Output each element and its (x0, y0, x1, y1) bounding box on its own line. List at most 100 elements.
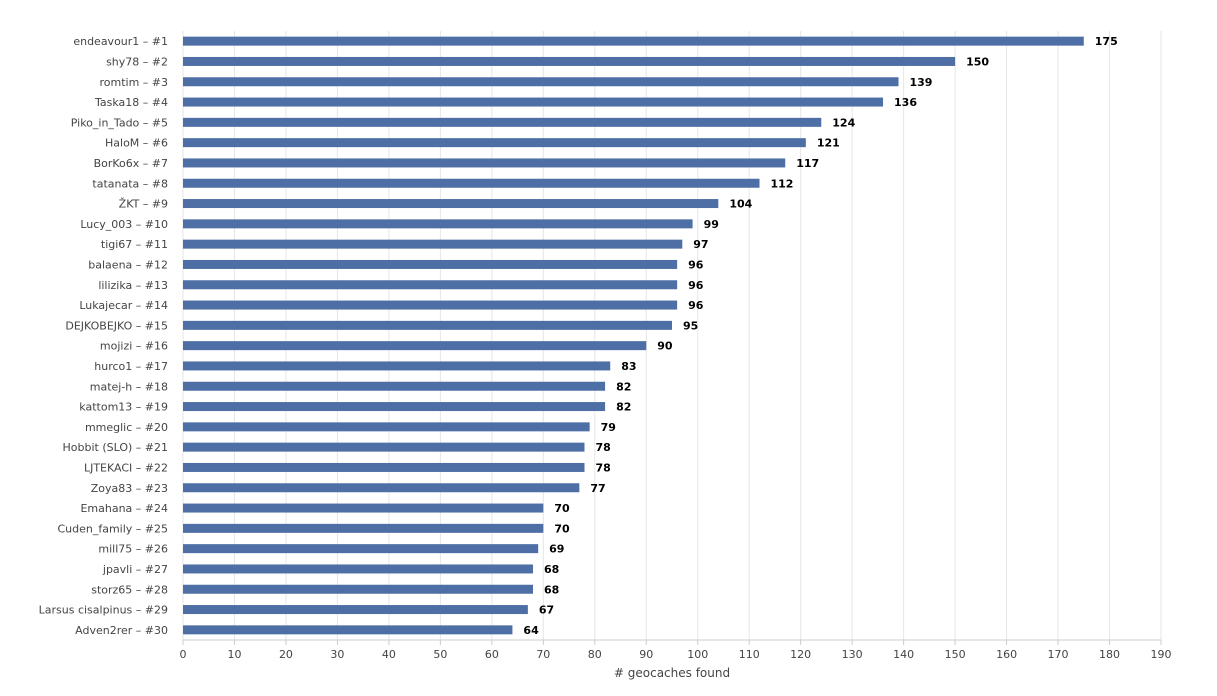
data-label: 136 (894, 96, 917, 109)
x-tick-label: 90 (639, 648, 653, 661)
x-tick-label: 10 (227, 648, 241, 661)
category-label: Cuden_family – #25 (57, 522, 168, 535)
bar[interactable] (183, 605, 528, 615)
bar[interactable] (183, 564, 534, 574)
category-label: ŽKT – #9 (119, 198, 168, 211)
x-tick-label: 130 (842, 648, 863, 661)
data-label: 175 (1095, 35, 1118, 48)
data-label: 83 (621, 360, 636, 373)
x-tick-label: 100 (687, 648, 708, 661)
bar[interactable] (183, 341, 647, 351)
category-label: BorKo6x – #7 (94, 157, 168, 170)
data-label: 82 (616, 380, 631, 393)
bar[interactable] (183, 97, 884, 107)
data-label: 82 (616, 401, 631, 414)
bar[interactable] (183, 239, 683, 249)
category-label: romtim – #3 (99, 76, 168, 89)
bar[interactable] (183, 158, 786, 168)
bar[interactable] (183, 199, 719, 209)
data-label: 77 (590, 482, 605, 495)
category-label: Lucy_003 – #10 (80, 218, 168, 231)
category-label: matej-h – #18 (90, 380, 168, 393)
bar[interactable] (183, 381, 606, 391)
bar[interactable] (183, 625, 513, 635)
category-label: tatanata – #8 (92, 177, 168, 190)
bar[interactable] (183, 523, 544, 533)
data-label: 96 (688, 279, 704, 292)
x-axis-ticks: 0 10 20 30 40 50 60 70 80 90 100 110 120 130 140 150 160… (180, 639, 1172, 661)
grid-lines (182, 31, 1162, 640)
x-axis-title: # geocaches found (614, 666, 730, 680)
bar[interactable] (183, 219, 693, 229)
data-label: 79 (601, 421, 616, 434)
bar[interactable] (183, 117, 822, 127)
category-label: Zoya83 – #23 (91, 482, 168, 495)
category-label: Larsus cisalpinus – #29 (39, 604, 168, 617)
data-label: 150 (966, 55, 989, 68)
category-label: Piko_in_Tado – #5 (71, 116, 168, 129)
x-tick-label: 20 (279, 648, 293, 661)
bar[interactable] (183, 178, 760, 188)
x-tick-label: 110 (739, 648, 760, 661)
data-label: 124 (832, 116, 855, 129)
bar[interactable] (183, 402, 606, 412)
data-label: 69 (549, 543, 564, 556)
data-label: 95 (683, 319, 698, 332)
bar[interactable] (183, 259, 678, 269)
data-label: 97 (693, 238, 708, 251)
bar[interactable] (183, 361, 611, 371)
category-label: storz65 – #28 (91, 583, 168, 596)
x-tick-label: 40 (382, 648, 396, 661)
x-tick-label: 190 (1151, 648, 1172, 661)
category-label: mmeglic – #20 (85, 421, 168, 434)
data-label: 104 (729, 198, 752, 211)
data-label: 67 (539, 604, 554, 617)
bar[interactable] (183, 36, 1084, 46)
bar[interactable] (183, 483, 580, 493)
category-labels: endeavour1 – #1 shy78 – #2 romtim – #3 Task… (39, 35, 168, 637)
bar[interactable] (183, 300, 678, 310)
category-label: HaloM – #6 (105, 137, 168, 150)
data-label: 96 (688, 299, 704, 312)
data-label: 70 (554, 502, 570, 515)
data-label: 99 (704, 218, 719, 231)
bar[interactable] (183, 77, 899, 87)
data-label: 96 (688, 258, 704, 271)
data-label: 90 (657, 340, 673, 353)
bar[interactable] (183, 442, 585, 452)
data-label: 78 (595, 461, 610, 474)
x-tick-label: 30 (330, 648, 344, 661)
bar[interactable] (183, 320, 672, 330)
bar[interactable] (183, 584, 534, 594)
x-tick-label: 160 (996, 648, 1017, 661)
x-tick-label: 180 (1099, 648, 1120, 661)
data-label: 78 (595, 441, 610, 454)
category-label: endeavour1 – #1 (73, 35, 168, 48)
bar[interactable] (183, 138, 806, 148)
bar[interactable] (183, 544, 539, 554)
category-label: mojizi – #16 (100, 340, 168, 353)
category-label: Adven2rer – #30 (75, 624, 168, 637)
bar[interactable] (183, 280, 678, 290)
bar[interactable] (183, 503, 544, 513)
data-label: 117 (796, 157, 819, 170)
x-tick-label: 50 (433, 648, 447, 661)
category-label: Emahana – #24 (80, 502, 168, 515)
data-label: 112 (771, 177, 794, 190)
x-tick-label: 60 (485, 648, 499, 661)
bars (183, 36, 1084, 635)
x-tick-label: 80 (588, 648, 602, 661)
bar[interactable] (183, 462, 585, 472)
category-label: tigi67 – #11 (101, 238, 168, 251)
bar[interactable] (183, 56, 956, 66)
x-tick-label: 140 (893, 648, 914, 661)
category-label: balaena – #12 (88, 258, 168, 271)
data-label: 70 (554, 522, 570, 535)
data-label: 139 (909, 76, 932, 89)
category-label: mill75 – #26 (98, 543, 168, 556)
category-label: lilizika – #13 (98, 279, 168, 292)
category-label: Lukajecar – #14 (79, 299, 168, 312)
category-label: LJTEKACI – #22 (84, 461, 168, 474)
bar[interactable] (183, 422, 590, 432)
